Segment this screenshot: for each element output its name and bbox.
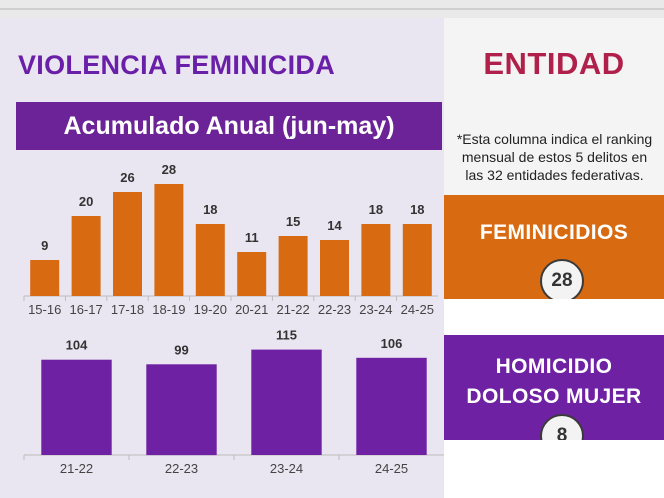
fem-category-label: 24-25: [401, 302, 434, 317]
fem-bar: [30, 260, 60, 296]
feminicidio-annual-chart: 9 15-16 20 16-17 26 17-18 28 18-19 18 19-20 11 20-2…: [23, 162, 438, 317]
hom-value-label: 99: [174, 342, 188, 357]
top-divider: [0, 8, 664, 10]
homicidio-label-line2: DOLOSO MUJER: [466, 385, 642, 408]
subtitle-text: Acumulado Anual (jun-may): [63, 111, 395, 140]
fem-value-label: 14: [327, 218, 342, 233]
fem-bar: [71, 216, 101, 296]
ranking-note: *Esta columna indica el ranking mensual …: [456, 131, 653, 183]
hom-value-label: 104: [66, 338, 88, 353]
fem-value-label: 20: [79, 194, 93, 209]
homicidio-rank: 8: [556, 425, 568, 446]
fem-category-label: 16-17: [69, 302, 102, 317]
fem-bar: [195, 224, 225, 296]
hom-category-label: 22-23: [165, 461, 198, 476]
fem-bar: [402, 224, 432, 296]
fem-category-label: 21-22: [276, 302, 309, 317]
fem-category-label: 22-23: [318, 302, 351, 317]
fem-category-label: 18-19: [152, 302, 185, 317]
fem-value-label: 28: [162, 162, 176, 177]
panel-spacer-bottom: [444, 440, 664, 498]
hom-bar: [41, 359, 112, 455]
feminicidios-rank: 28: [551, 270, 573, 291]
fem-category-label: 15-16: [28, 302, 61, 317]
feminicidios-rank-badge: 28: [540, 259, 584, 303]
fem-value-label: 18: [203, 202, 217, 217]
hom-bar: [251, 349, 322, 455]
hom-category-label: 23-24: [270, 461, 303, 476]
hom-category-label: 24-25: [375, 461, 408, 476]
fem-value-label: 11: [245, 230, 259, 245]
fem-value-label: 15: [286, 214, 300, 229]
hom-value-label: 106: [381, 336, 403, 351]
homicidio-annual-chart: 104 21-22 99 22-23 115 23-24 106 24-25: [23, 328, 444, 476]
entidad-title: ENTIDAD: [483, 46, 625, 81]
fem-bar: [237, 252, 267, 296]
hom-value-label: 115: [276, 328, 297, 343]
fem-bar: [154, 184, 184, 296]
top-strip: [0, 0, 664, 18]
fem-bar: [361, 224, 391, 296]
fem-value-label: 9: [41, 238, 48, 253]
hom-bar: [146, 364, 217, 456]
fem-value-label: 18: [410, 202, 424, 217]
feminicidios-label: FEMINICIDIOS: [479, 221, 629, 244]
fem-category-label: 23-24: [359, 302, 392, 317]
page-title: VIOLENCIA FEMINICIDA: [18, 50, 336, 80]
fem-category-label: 20-21: [235, 302, 268, 317]
homicidio-label-line1: HOMICIDIO: [495, 355, 613, 378]
fem-value-label: 18: [369, 202, 383, 217]
feminicidios-panel: FEMINICIDIOS 28: [444, 195, 664, 303]
fem-category-label: 17-18: [111, 302, 144, 317]
subtitle-banner: Acumulado Anual (jun-may): [16, 102, 442, 150]
fem-bar: [278, 236, 308, 296]
hom-category-label: 21-22: [60, 461, 93, 476]
panel-spacer: [444, 299, 664, 335]
hom-bar: [356, 357, 427, 455]
fem-bar: [113, 192, 142, 296]
fem-category-label: 19-20: [194, 302, 227, 317]
fem-bar: [320, 240, 349, 296]
fem-value-label: 26: [120, 170, 134, 185]
